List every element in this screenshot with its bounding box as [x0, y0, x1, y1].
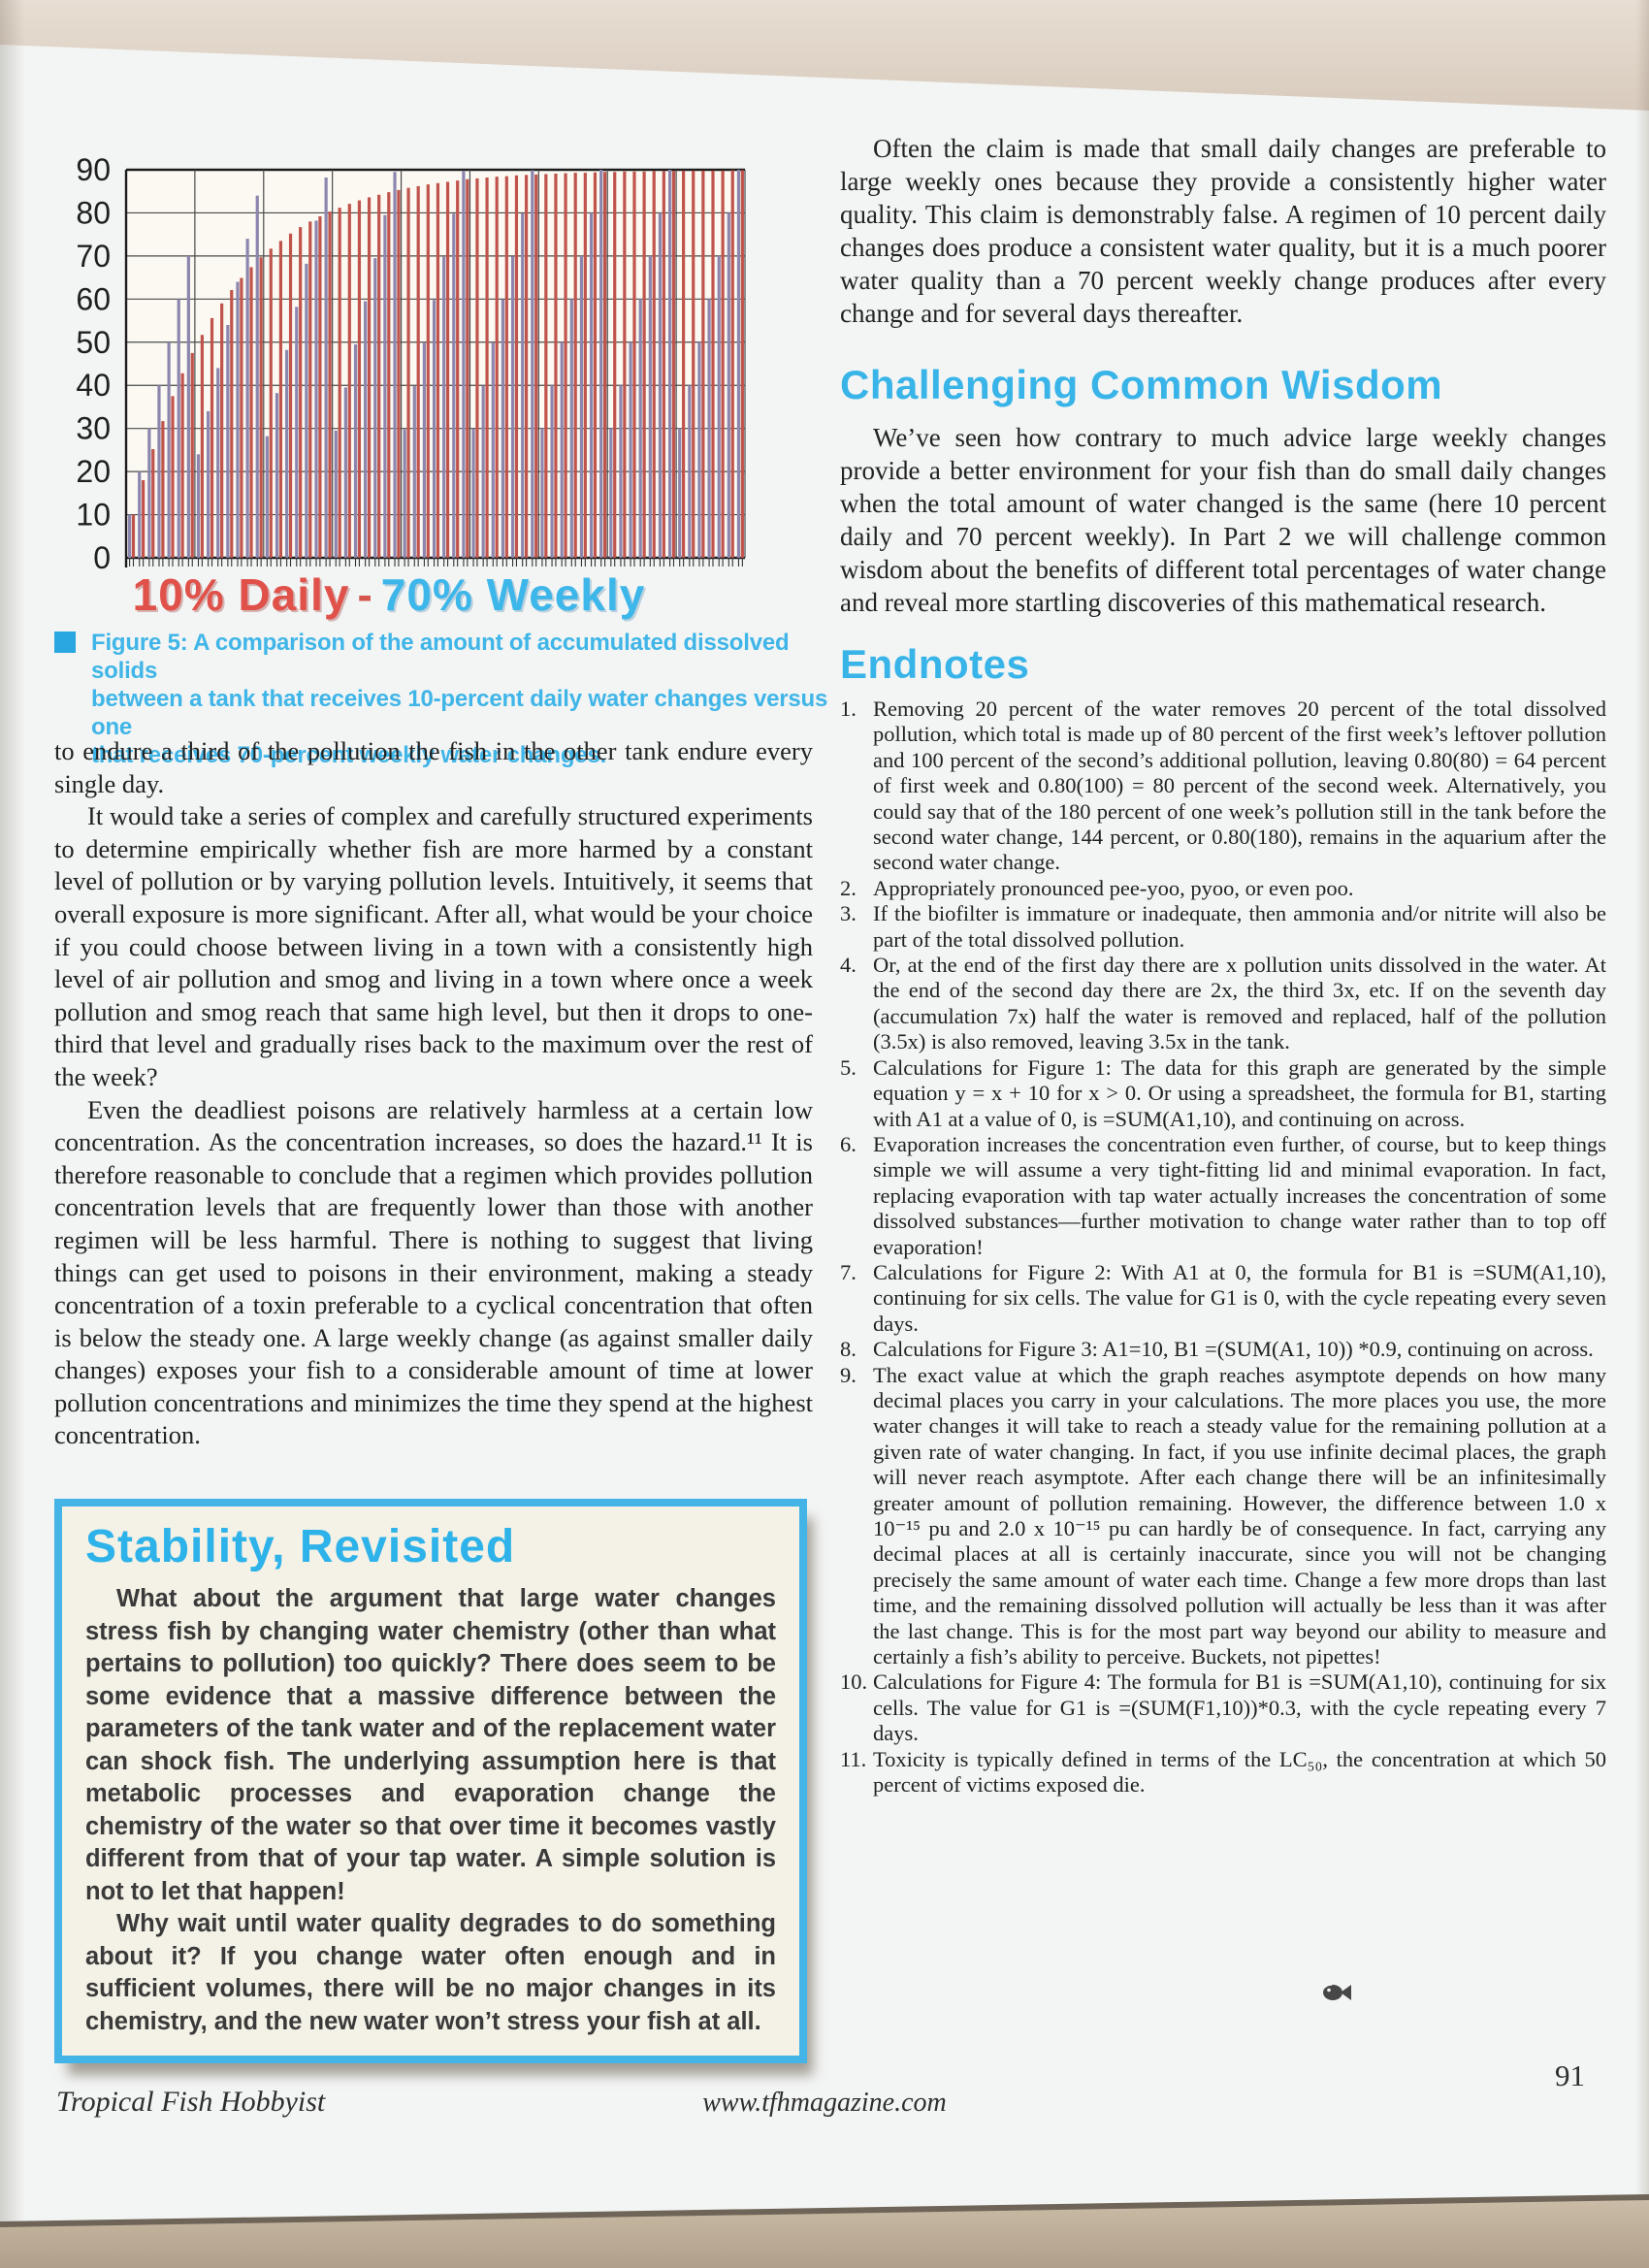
- chart-title: 10% Daily -70% Weekly: [93, 568, 685, 621]
- endnote-text: If the biofilter is immature or inadequa…: [873, 901, 1606, 952]
- endnotes-list: 1. Removing 20 percent of the water remo…: [840, 697, 1606, 1798]
- endnote-text: Or, at the end of the first day there ar…: [873, 953, 1606, 1054]
- scan-edge-right: [1635, 0, 1649, 2268]
- endnote-item: 5. Calculations for Figure 1: The data f…: [840, 1055, 1606, 1132]
- svg-text:10: 10: [76, 498, 111, 533]
- endnote-item: 2. Appropriately pronounced pee-yoo, pyo…: [840, 876, 1606, 901]
- body-paragraph: to endure a third of the pollution the f…: [54, 736, 813, 798]
- svg-text:40: 40: [76, 368, 111, 403]
- endnote-item: 7. Calculations for Figure 2: With A1 at…: [840, 1260, 1606, 1337]
- wisdom-paragraph: We’ve seen how contrary to much advice l…: [840, 423, 1606, 617]
- figure5-chart-svg: 0 10 20 30 40 50 60 70 80 90: [76, 152, 746, 575]
- endnote-number: 8.: [840, 1337, 857, 1362]
- figure5-bar-chart: 0 10 20 30 40 50 60 70 80 90: [54, 150, 757, 612]
- svg-text:80: 80: [76, 195, 111, 230]
- right-column: Often the claim is made that small daily…: [840, 114, 1606, 1798]
- body-paragraph: It would take a series of complex and ca…: [54, 801, 813, 1091]
- endnote-number: 10.: [840, 1669, 868, 1695]
- endnote-number: 7.: [840, 1259, 857, 1284]
- stability-box-paragraph: What about the argument that large water…: [85, 1585, 776, 1905]
- stability-box-paragraph: Why wait until water quality degrades to…: [85, 1910, 776, 2035]
- endnote-text: Calculations for Figure 3: A1=10, B1 =(S…: [873, 1337, 1594, 1362]
- endnote-number: 5.: [840, 1054, 857, 1080]
- chart-title-separator: -: [357, 569, 373, 620]
- endnote-number: 1.: [840, 697, 857, 721]
- footer-page-number: 91: [1555, 2058, 1585, 2092]
- endnote-number: 4.: [840, 953, 857, 978]
- footer-magazine-name: Tropical Fish Hobbyist: [56, 2086, 326, 2118]
- scan-edge-top: [0, 0, 1649, 111]
- endnote-number: 9.: [840, 1362, 857, 1387]
- endnote-number: 6.: [840, 1131, 857, 1156]
- figure-caption-line: between a tank that receives 10-percent …: [91, 686, 828, 740]
- svg-text:50: 50: [76, 325, 111, 360]
- endnote-text: Evaporation increases the concentration …: [873, 1131, 1606, 1259]
- end-of-article-fish-icon: [1323, 1984, 1351, 2000]
- svg-text:60: 60: [76, 281, 111, 316]
- endnote-number: 2.: [840, 875, 857, 900]
- left-column: to endure a third of the pollution the f…: [54, 735, 813, 1452]
- chart-title-weekly: 70% Weekly: [380, 569, 646, 620]
- axes: [124, 170, 743, 567]
- endnote-text: Removing 20 percent of the water removes…: [873, 697, 1606, 875]
- endnote-item: 8. Calculations for Figure 3: A1=10, B1 …: [840, 1337, 1606, 1362]
- endnote-item: 11. Toxicity is typically defined in ter…: [840, 1747, 1606, 1798]
- svg-text:30: 30: [76, 411, 111, 446]
- figure-caption-line: Figure 5: A comparison of the amount of …: [91, 630, 790, 684]
- heading-challenging-common-wisdom: Challenging Common Wisdom: [840, 362, 1443, 407]
- endnote-text: Calculations for Figure 2: With A1 at 0,…: [873, 1259, 1606, 1336]
- endnote-item: 1. Removing 20 percent of the water remo…: [840, 697, 1606, 876]
- figure-caption-line: that receives 70-percent weekly water ch…: [91, 742, 607, 768]
- endnote-number: 3.: [840, 901, 857, 926]
- endnote-text: Appropriately pronounced pee-yoo, pyoo, …: [873, 875, 1354, 900]
- chart-title-daily: 10% Daily: [132, 569, 350, 620]
- square-bullet-icon: [54, 632, 76, 653]
- endnote-item: 6. Evaporation increases the concentrati…: [840, 1132, 1606, 1260]
- page-gutter-shadow: [0, 0, 25, 2268]
- stability-revisited-box: Stability, Revisited What about the argu…: [54, 1499, 807, 2063]
- endnote-text: Calculations for Figure 4: The formula f…: [873, 1669, 1606, 1746]
- svg-text:90: 90: [76, 152, 111, 187]
- stability-box-title: Stability, Revisited: [85, 1521, 516, 1572]
- footer-website: www.tfhmagazine.com: [702, 2088, 947, 2118]
- chart-bars: [128, 170, 744, 559]
- endnote-item: 10. Calculations for Figure 4: The formu…: [840, 1669, 1606, 1746]
- endnote-item: 3. If the biofilter is immature or inade…: [840, 901, 1606, 953]
- endnote-item: 4. Or, at the end of the first day there…: [840, 953, 1606, 1055]
- endnote-text: The exact value at which the graph reach…: [873, 1362, 1606, 1669]
- endnote-text: Calculations for Figure 1: The data for …: [873, 1054, 1606, 1131]
- svg-text:20: 20: [76, 454, 111, 489]
- svg-text:70: 70: [76, 239, 111, 274]
- heading-endnotes: Endnotes: [840, 641, 1030, 687]
- endnote-item: 9. The exact value at which the graph re…: [840, 1363, 1606, 1670]
- svg-text:0: 0: [93, 540, 111, 575]
- figure-caption: Figure 5: A comparison of the amount of …: [54, 629, 830, 769]
- endnote-number: 11.: [840, 1746, 867, 1771]
- figure-caption-lines: Figure 5: A comparison of the amount of …: [91, 629, 830, 769]
- body-paragraph: Even the deadliest poisons are relativel…: [54, 1094, 813, 1450]
- endnote-text: Toxicity is typically defined in terms o…: [873, 1746, 1606, 1798]
- intro-paragraph: Often the claim is made that small daily…: [840, 134, 1606, 328]
